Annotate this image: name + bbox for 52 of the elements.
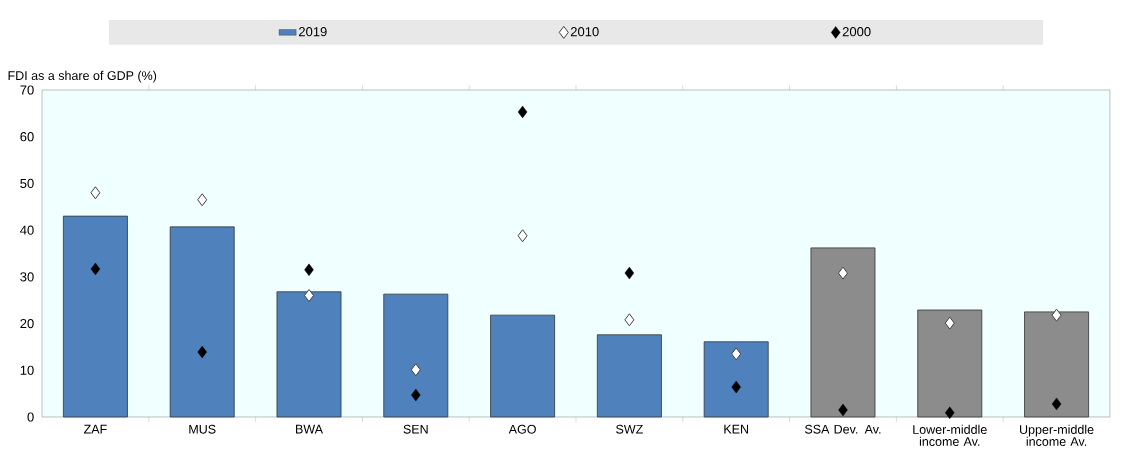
point: [90, 186, 101, 200]
y-tick-label: 20: [20, 318, 34, 329]
point: [410, 363, 421, 377]
point: [197, 345, 207, 359]
y-tick-label: 70: [20, 85, 34, 95]
y-tick-label: 60: [20, 132, 34, 142]
point: [624, 313, 635, 327]
x-tick-label: BWA: [296, 424, 323, 434]
x-tick-label: SWZ: [616, 424, 643, 434]
x-tick-label: ZAF: [84, 424, 107, 434]
bar: [169, 226, 235, 418]
bar: [810, 247, 876, 418]
point: [838, 403, 848, 417]
point: [624, 266, 635, 280]
point: [517, 105, 528, 119]
bar: [490, 314, 556, 418]
y-tick-label: 10: [20, 365, 34, 375]
bar: [276, 291, 342, 418]
x-tick-label: Upper-middle income Av.: [1020, 424, 1094, 446]
point: [304, 263, 314, 277]
y-axis-title: FDI as a share of GDP (%): [8, 70, 157, 83]
x-tick-label: Lower-middle income Av.: [913, 424, 987, 446]
point: [1051, 397, 1062, 411]
legend-label: 2010: [570, 27, 599, 37]
bar: [596, 334, 662, 418]
point: [411, 388, 421, 402]
x-tick-label: AGO: [508, 424, 536, 434]
y-tick-label: 40: [20, 225, 34, 235]
bar: [1024, 311, 1089, 418]
x-tick-label: KEN: [724, 424, 749, 434]
point: [517, 229, 528, 243]
point: [944, 316, 955, 330]
point: [304, 289, 314, 303]
bar: [383, 293, 449, 418]
y-tick-label: 30: [20, 272, 34, 282]
point: [731, 347, 742, 361]
x-tick-label: MUS: [189, 424, 216, 434]
point: [90, 262, 101, 276]
point: [1051, 308, 1062, 322]
bar: [703, 341, 769, 418]
y-tick-label: 50: [20, 178, 34, 189]
x-tick-label: SEN: [403, 424, 428, 434]
bar: [62, 215, 128, 418]
y-tick-label: 0: [27, 412, 34, 422]
bar: [917, 309, 983, 418]
x-tick-label: SSA Dev. Av.: [804, 424, 881, 434]
point: [197, 193, 208, 207]
legend-label: 2000: [842, 27, 871, 37]
point: [945, 406, 955, 419]
point: [837, 266, 848, 280]
point: [731, 380, 741, 394]
legend-label: 2019: [299, 27, 327, 37]
